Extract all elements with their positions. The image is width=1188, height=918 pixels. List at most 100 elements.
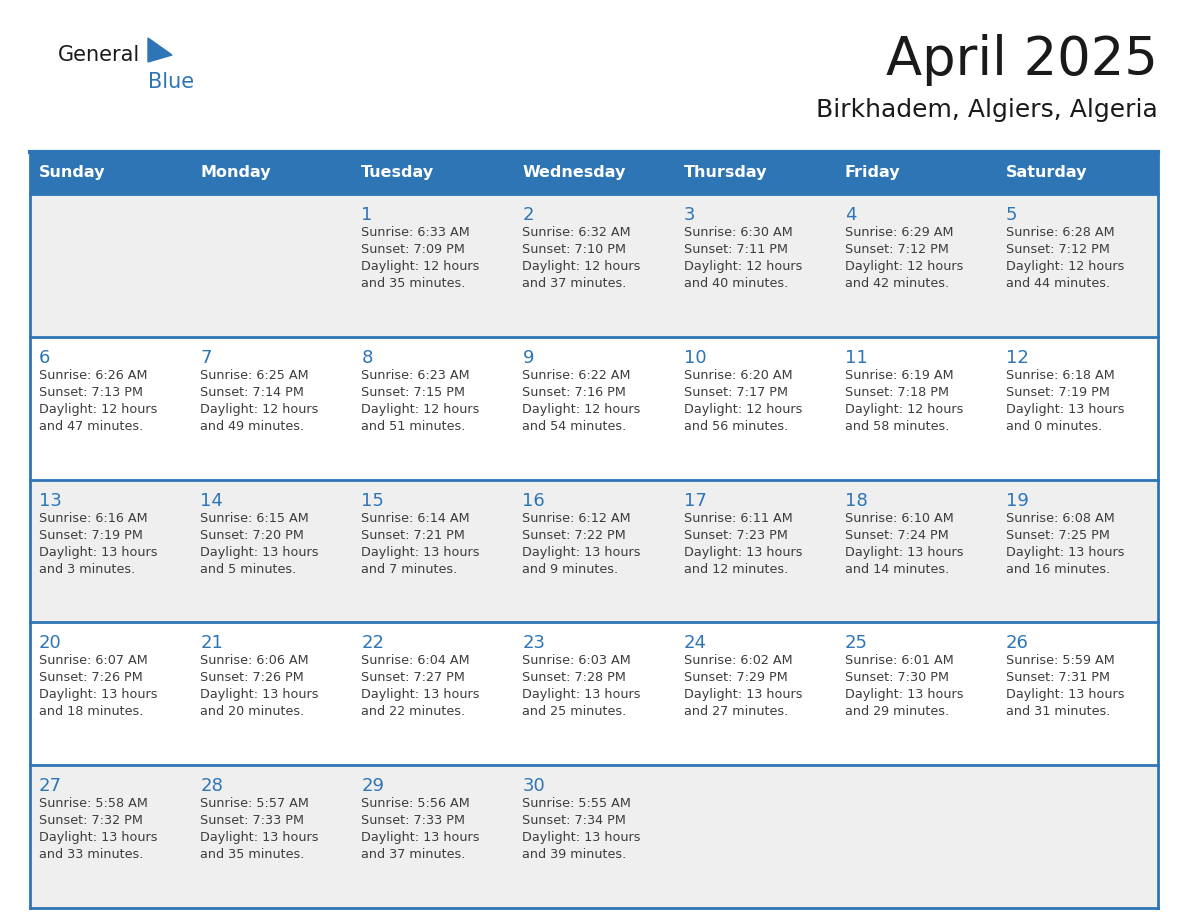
Text: 18: 18 (845, 492, 867, 509)
Text: 27: 27 (39, 778, 62, 795)
Text: Sunset: 7:20 PM: Sunset: 7:20 PM (200, 529, 304, 542)
Bar (191, 766, 353, 908)
Text: and 58 minutes.: and 58 minutes. (845, 420, 949, 432)
Text: 25: 25 (845, 634, 867, 653)
Text: Daylight: 13 hours: Daylight: 13 hours (523, 545, 642, 558)
Bar (353, 479, 513, 622)
Text: Sunset: 7:33 PM: Sunset: 7:33 PM (200, 814, 304, 827)
Text: 8: 8 (361, 349, 373, 367)
Text: and 39 minutes.: and 39 minutes. (523, 848, 627, 861)
Text: Sunset: 7:12 PM: Sunset: 7:12 PM (1006, 243, 1110, 256)
Bar (513, 479, 675, 622)
Bar (30, 766, 191, 908)
Text: Daylight: 12 hours: Daylight: 12 hours (200, 403, 318, 416)
Text: Sunrise: 6:33 AM: Sunrise: 6:33 AM (361, 226, 470, 239)
Bar (675, 622, 835, 766)
Text: Daylight: 12 hours: Daylight: 12 hours (361, 403, 480, 416)
Text: Sunrise: 6:06 AM: Sunrise: 6:06 AM (200, 655, 309, 667)
Text: Sunset: 7:24 PM: Sunset: 7:24 PM (845, 529, 948, 542)
Text: Daylight: 12 hours: Daylight: 12 hours (1006, 260, 1124, 273)
Text: Sunset: 7:26 PM: Sunset: 7:26 PM (39, 671, 143, 685)
Text: Daylight: 13 hours: Daylight: 13 hours (1006, 545, 1124, 558)
Bar (835, 152, 997, 194)
Text: Sunset: 7:31 PM: Sunset: 7:31 PM (1006, 671, 1110, 685)
Text: 21: 21 (200, 634, 223, 653)
Text: and 42 minutes.: and 42 minutes. (845, 277, 949, 290)
Text: Sunset: 7:15 PM: Sunset: 7:15 PM (361, 386, 466, 398)
Text: and 0 minutes.: and 0 minutes. (1006, 420, 1102, 432)
Text: Sunrise: 6:18 AM: Sunrise: 6:18 AM (1006, 369, 1114, 382)
Bar (191, 152, 353, 194)
Text: Sunrise: 6:28 AM: Sunrise: 6:28 AM (1006, 226, 1114, 239)
Text: Daylight: 13 hours: Daylight: 13 hours (200, 545, 318, 558)
Text: Saturday: Saturday (1006, 165, 1087, 181)
Text: Sunset: 7:21 PM: Sunset: 7:21 PM (361, 529, 466, 542)
Text: and 35 minutes.: and 35 minutes. (200, 848, 304, 861)
Text: Sunrise: 6:14 AM: Sunrise: 6:14 AM (361, 511, 470, 524)
Text: Sunset: 7:33 PM: Sunset: 7:33 PM (361, 814, 466, 827)
Text: Sunset: 7:28 PM: Sunset: 7:28 PM (523, 671, 626, 685)
Text: 4: 4 (845, 206, 857, 224)
Text: Sunrise: 6:07 AM: Sunrise: 6:07 AM (39, 655, 147, 667)
Text: and 27 minutes.: and 27 minutes. (683, 705, 788, 719)
Text: General: General (58, 45, 140, 65)
Text: Daylight: 13 hours: Daylight: 13 hours (39, 545, 158, 558)
Text: and 37 minutes.: and 37 minutes. (361, 848, 466, 861)
Text: 16: 16 (523, 492, 545, 509)
Text: Daylight: 12 hours: Daylight: 12 hours (683, 260, 802, 273)
Text: Sunrise: 6:04 AM: Sunrise: 6:04 AM (361, 655, 470, 667)
Text: 23: 23 (523, 634, 545, 653)
Text: Sunrise: 6:12 AM: Sunrise: 6:12 AM (523, 511, 631, 524)
Text: Sunrise: 5:57 AM: Sunrise: 5:57 AM (200, 797, 309, 811)
Text: Sunrise: 5:56 AM: Sunrise: 5:56 AM (361, 797, 470, 811)
Bar (675, 337, 835, 479)
Text: Sunset: 7:09 PM: Sunset: 7:09 PM (361, 243, 466, 256)
Text: 19: 19 (1006, 492, 1029, 509)
Text: Tuesday: Tuesday (361, 165, 435, 181)
Text: Sunrise: 6:16 AM: Sunrise: 6:16 AM (39, 511, 147, 524)
Text: Sunset: 7:10 PM: Sunset: 7:10 PM (523, 243, 626, 256)
Bar (513, 194, 675, 337)
Text: Monday: Monday (200, 165, 271, 181)
Text: Sunrise: 6:29 AM: Sunrise: 6:29 AM (845, 226, 953, 239)
Text: Daylight: 13 hours: Daylight: 13 hours (1006, 688, 1124, 701)
Bar (30, 479, 191, 622)
Bar (997, 479, 1158, 622)
Text: Sunrise: 6:01 AM: Sunrise: 6:01 AM (845, 655, 954, 667)
Bar (30, 622, 191, 766)
Text: Sunrise: 6:22 AM: Sunrise: 6:22 AM (523, 369, 631, 382)
Bar (997, 766, 1158, 908)
Text: Sunrise: 6:02 AM: Sunrise: 6:02 AM (683, 655, 792, 667)
Text: Birkhadem, Algiers, Algeria: Birkhadem, Algiers, Algeria (816, 98, 1158, 122)
Text: and 47 minutes.: and 47 minutes. (39, 420, 144, 432)
Text: Sunset: 7:16 PM: Sunset: 7:16 PM (523, 386, 626, 398)
Text: Friday: Friday (845, 165, 901, 181)
Text: Sunrise: 6:30 AM: Sunrise: 6:30 AM (683, 226, 792, 239)
Text: Daylight: 13 hours: Daylight: 13 hours (361, 831, 480, 845)
Text: 9: 9 (523, 349, 533, 367)
Text: 30: 30 (523, 778, 545, 795)
Text: and 14 minutes.: and 14 minutes. (845, 563, 949, 576)
Text: Daylight: 12 hours: Daylight: 12 hours (845, 260, 963, 273)
Text: Daylight: 13 hours: Daylight: 13 hours (523, 688, 642, 701)
Text: Sunset: 7:12 PM: Sunset: 7:12 PM (845, 243, 948, 256)
Text: Sunday: Sunday (39, 165, 106, 181)
Text: 1: 1 (361, 206, 373, 224)
Bar (191, 194, 353, 337)
Bar (30, 194, 191, 337)
Text: Sunset: 7:17 PM: Sunset: 7:17 PM (683, 386, 788, 398)
Text: 3: 3 (683, 206, 695, 224)
Text: Daylight: 13 hours: Daylight: 13 hours (683, 688, 802, 701)
Text: Sunrise: 6:15 AM: Sunrise: 6:15 AM (200, 511, 309, 524)
Text: Sunset: 7:11 PM: Sunset: 7:11 PM (683, 243, 788, 256)
Text: Daylight: 12 hours: Daylight: 12 hours (523, 403, 640, 416)
Text: Thursday: Thursday (683, 165, 767, 181)
Bar (513, 152, 675, 194)
Text: Daylight: 13 hours: Daylight: 13 hours (200, 831, 318, 845)
Text: 15: 15 (361, 492, 384, 509)
Text: Sunrise: 6:11 AM: Sunrise: 6:11 AM (683, 511, 792, 524)
Bar (353, 194, 513, 337)
Text: 10: 10 (683, 349, 706, 367)
Bar (835, 479, 997, 622)
Text: 28: 28 (200, 778, 223, 795)
